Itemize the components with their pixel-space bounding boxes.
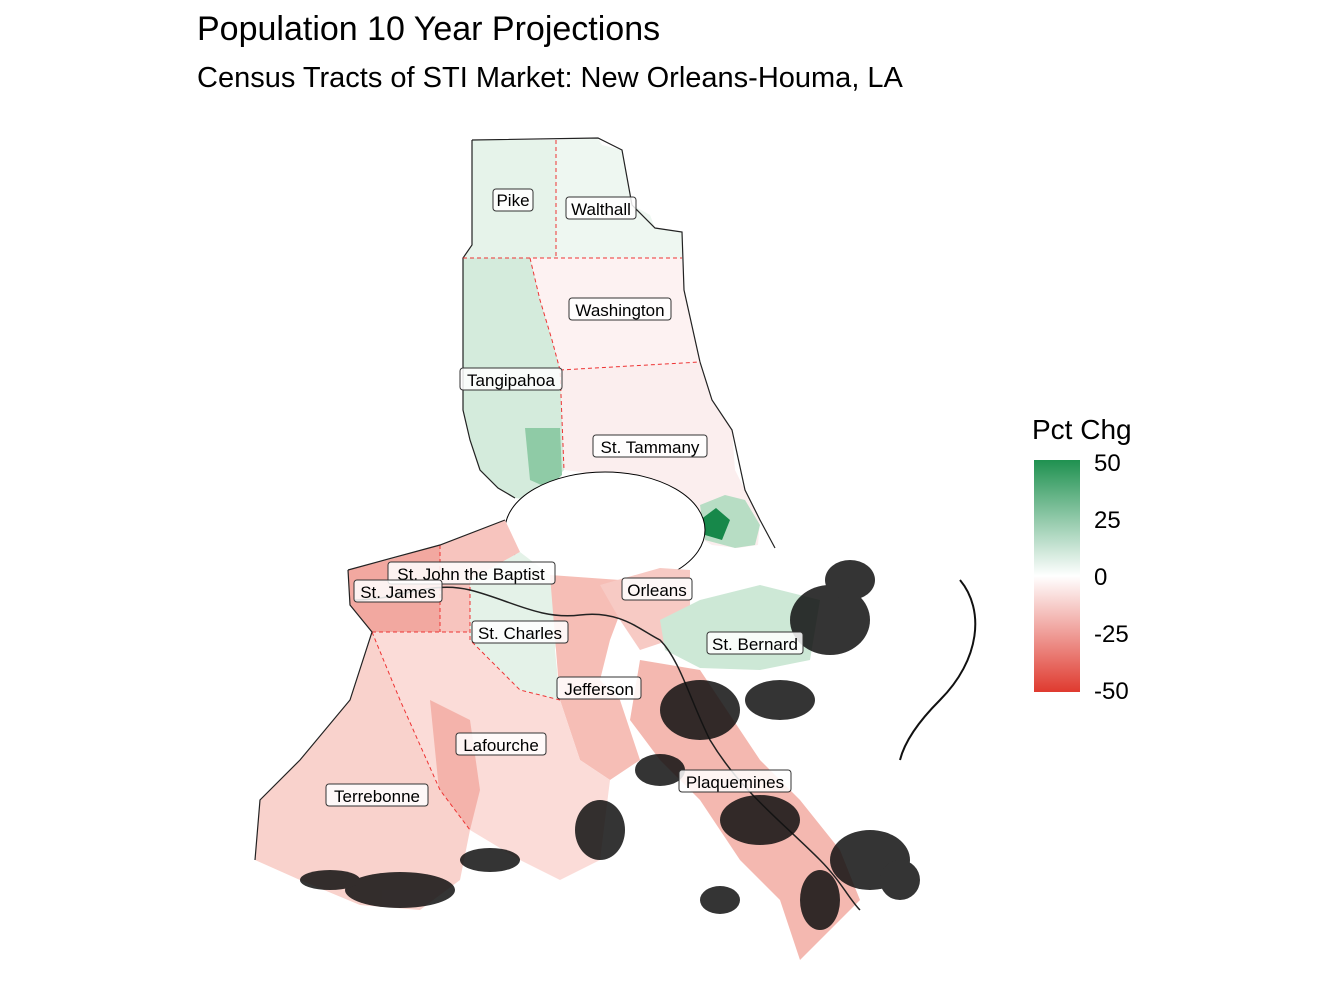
legend-label-50: 50 — [1094, 450, 1121, 477]
svg-text:Pike: Pike — [496, 191, 529, 210]
parish-boundaries — [254, 137, 861, 911]
label-tangipahoa: Tangipahoa — [459, 367, 563, 391]
chandeleur-islands — [899, 579, 977, 761]
legend-label-25: 25 — [1094, 507, 1121, 534]
label-plaquemines: Plaquemines — [678, 769, 792, 793]
label-lafourche: Lafourche — [455, 732, 547, 756]
label-st-tammany: St. Tammany — [592, 434, 708, 458]
map-subtitle: Census Tracts of STI Market: New Orleans… — [197, 62, 903, 94]
svg-text:Jefferson: Jefferson — [564, 680, 634, 699]
legend-label-0: 0 — [1094, 564, 1108, 591]
label-jefferson: Jefferson — [556, 676, 642, 700]
legend-title: Pct Chg — [1032, 414, 1132, 445]
label-washington: Washington — [568, 297, 672, 321]
parish-region-tangipahoa-patch — [525, 428, 562, 488]
svg-text:Orleans: Orleans — [627, 581, 687, 600]
coastal-marsh — [300, 560, 920, 930]
map-title: Population 10 Year Projections — [197, 10, 661, 48]
svg-text:Plaquemines: Plaquemines — [686, 773, 784, 792]
label-pike: Pike — [492, 188, 534, 212]
label-st-charles: St. Charles — [471, 620, 569, 644]
svg-text:St. John the Baptist: St. John the Baptist — [397, 565, 545, 584]
legend-label-neg50: -50 — [1094, 678, 1129, 705]
parish-region-lafourche — [372, 632, 610, 880]
svg-text:Terrebonne: Terrebonne — [334, 787, 420, 806]
parish-region-st-john — [440, 520, 520, 632]
label-terrebonne: Terrebonne — [325, 783, 429, 807]
label-orleans: Orleans — [621, 577, 693, 601]
label-st-bernard: St. Bernard — [706, 631, 804, 655]
parish-labels: Pike Walthall Washington Tangipahoa St. … — [325, 188, 804, 807]
svg-text:Lafourche: Lafourche — [463, 736, 539, 755]
svg-text:St. Charles: St. Charles — [478, 624, 562, 643]
svg-text:St. Bernard: St. Bernard — [712, 635, 798, 654]
parish-region-st-tammany-hotspot — [700, 508, 730, 540]
svg-text:Washington: Washington — [575, 301, 664, 320]
legend-label-neg25: -25 — [1094, 621, 1129, 648]
label-st-john: St. John the Baptist — [387, 561, 556, 585]
svg-text:St. Tammany: St. Tammany — [601, 438, 700, 457]
parish-region-terrebonne — [255, 632, 470, 910]
label-walthall: Walthall — [565, 196, 637, 220]
svg-text:St. James: St. James — [360, 583, 436, 602]
svg-text:Walthall: Walthall — [571, 200, 631, 219]
svg-text:Tangipahoa: Tangipahoa — [467, 371, 555, 390]
label-st-james: St. James — [353, 579, 443, 603]
legend-color-bar — [1034, 460, 1080, 692]
